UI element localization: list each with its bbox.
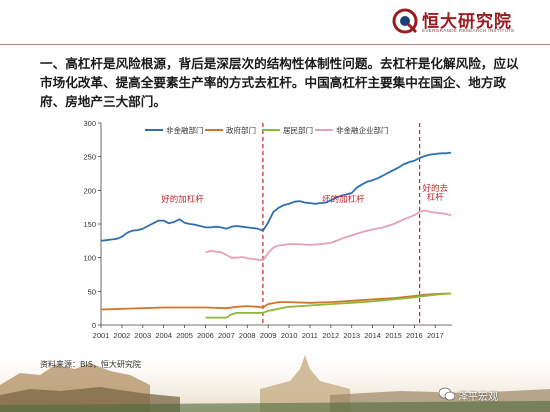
x-tick-label: 2017 bbox=[427, 331, 444, 340]
brand-subtitle: EVERGRANDE RESEARCH INSTITUTE bbox=[422, 28, 515, 33]
wechat-icon bbox=[439, 387, 455, 401]
y-tick-label: 250 bbox=[83, 153, 96, 162]
brand-logo: 恒大研究院 EVERGRANDE RESEARCH INSTITUTE bbox=[392, 4, 542, 38]
x-tick-label: 2015 bbox=[385, 331, 402, 340]
y-tick-label: 50 bbox=[88, 287, 96, 296]
x-tick-label: 2003 bbox=[134, 331, 151, 340]
period-annotation-1: 坏的加杠杆 bbox=[322, 194, 365, 205]
x-tick-label: 2010 bbox=[281, 331, 298, 340]
header-divider bbox=[0, 44, 550, 45]
y-tick-label: 300 bbox=[83, 119, 96, 128]
brand-name: 恒大研究院 bbox=[422, 12, 512, 32]
leverage-line-chart: 0 50 100 150 200 250 300 2001 2002 2003 2004 2005 20… bbox=[83, 119, 452, 340]
x-tick-label: 2011 bbox=[302, 331, 318, 340]
series-line-1 bbox=[100, 292, 452, 311]
watermark-text: 泽平宏观 bbox=[458, 392, 498, 403]
series-line-2 bbox=[205, 292, 452, 319]
x-tick-label: 2012 bbox=[322, 331, 339, 340]
x-tick-label: 2006 bbox=[197, 331, 214, 340]
x-tick-label: 2009 bbox=[260, 331, 277, 340]
series-line-0 bbox=[100, 151, 452, 242]
x-tick-label: 2007 bbox=[218, 331, 235, 340]
x-tick-label: 2014 bbox=[364, 331, 381, 340]
series-line-3 bbox=[205, 209, 452, 262]
period-annotation-2: 好的去 bbox=[423, 183, 449, 194]
period-annotation-3: 杠杆 bbox=[427, 192, 445, 203]
slide-heading: 一、高杠杆是风险根源，背后是深层次的结构性体制性问题。去杠杆是化解风险，应以市场… bbox=[40, 56, 519, 109]
y-tick-label: 0 bbox=[92, 321, 96, 330]
legend-label-3: 非金融企业部门 bbox=[336, 125, 389, 135]
x-tick-label: 2016 bbox=[406, 331, 423, 340]
x-tick-label: 2005 bbox=[176, 331, 193, 340]
legend-label-0: 非金融部门 bbox=[166, 125, 204, 135]
x-tick-label: 2008 bbox=[239, 331, 256, 340]
footer-landscape-image bbox=[0, 345, 550, 412]
period-annotation-0: 好的加杠杆 bbox=[161, 194, 204, 205]
y-tick-label: 100 bbox=[83, 254, 96, 263]
y-tick-label: 150 bbox=[83, 220, 96, 229]
legend-label-1: 政府部门 bbox=[226, 125, 256, 135]
y-tick-label: 200 bbox=[83, 186, 96, 195]
x-tick-label: 2004 bbox=[155, 331, 172, 340]
x-tick-label: 2001 bbox=[93, 331, 110, 340]
evergrande-logo-icon bbox=[392, 8, 418, 34]
x-tick-label: 2002 bbox=[114, 331, 131, 340]
x-tick-label: 2013 bbox=[343, 331, 360, 340]
source-note: 资料来源：BIS，恒大研究院 bbox=[40, 360, 141, 369]
legend-label-2: 居民部门 bbox=[283, 125, 313, 135]
